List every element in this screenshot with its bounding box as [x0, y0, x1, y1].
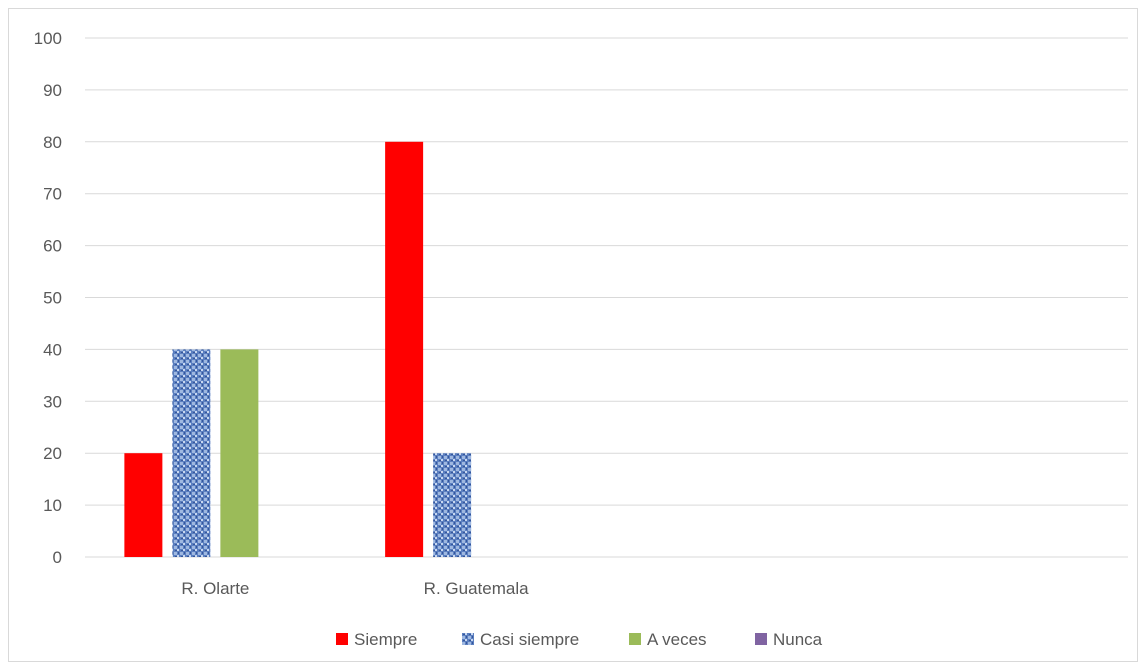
- legend-label: Nunca: [773, 630, 823, 649]
- legend-swatch: [755, 633, 767, 645]
- legend-label: Siempre: [354, 630, 417, 649]
- y-tick-label: 90: [43, 81, 62, 100]
- y-tick-label: 20: [43, 444, 62, 463]
- x-category-label: R. Guatemala: [424, 579, 529, 598]
- y-tick-label: 70: [43, 185, 62, 204]
- legend-label: A veces: [647, 630, 707, 649]
- y-tick-label: 60: [43, 237, 62, 256]
- bars: [124, 141, 472, 558]
- y-tick-label: 10: [43, 496, 62, 515]
- y-tick-label: 50: [43, 289, 62, 308]
- y-tick-label: 80: [43, 133, 62, 152]
- gridlines: [85, 37, 1128, 558]
- bar: [220, 349, 259, 557]
- legend-swatch: [462, 633, 474, 645]
- legend-label: Casi siempre: [480, 630, 579, 649]
- legend: Siempre Casi siempre A veces Nunca: [336, 630, 823, 649]
- x-axis-labels: R. Olarte R. Guatemala: [181, 579, 529, 598]
- bar: [172, 349, 211, 557]
- y-tick-label: 0: [53, 548, 62, 567]
- bar: [433, 453, 472, 557]
- y-axis-ticks: 0 10 20 30 40 50 60 70 80 90 100: [34, 29, 62, 567]
- x-category-label: R. Olarte: [181, 579, 249, 598]
- y-tick-label: 30: [43, 392, 62, 411]
- legend-swatch: [336, 633, 348, 645]
- legend-swatch: [629, 633, 641, 645]
- bar: [385, 141, 424, 558]
- y-tick-label: 100: [34, 29, 62, 48]
- bar: [124, 453, 163, 557]
- y-tick-label: 40: [43, 340, 62, 359]
